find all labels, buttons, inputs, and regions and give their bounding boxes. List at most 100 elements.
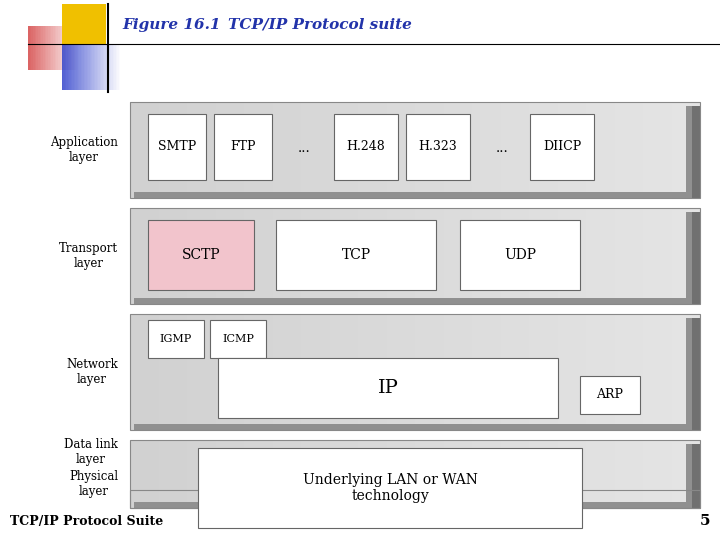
Text: FTP: FTP [230, 140, 256, 153]
Bar [244, 314, 272, 430]
Bar [158, 440, 187, 508]
Bar [72, 44, 73, 90]
Bar [71, 44, 72, 90]
Bar [614, 440, 643, 508]
Bar [35, 26, 36, 70]
Bar [89, 44, 91, 90]
Bar [334, 114, 398, 180]
Text: ...: ... [297, 141, 310, 154]
Bar [113, 44, 114, 90]
Bar [387, 314, 415, 430]
Bar [301, 314, 330, 430]
Bar [130, 490, 158, 508]
Text: ARP: ARP [596, 388, 624, 402]
Bar [107, 44, 109, 90]
Bar [32, 26, 33, 70]
Bar [672, 314, 700, 430]
Bar [387, 102, 415, 198]
Bar [28, 26, 30, 70]
Bar [692, 444, 700, 508]
Bar [68, 44, 69, 90]
Bar [614, 314, 643, 430]
Bar [643, 314, 672, 430]
Bar [78, 44, 79, 90]
Text: Transport
layer: Transport layer [59, 242, 118, 270]
Bar [215, 490, 244, 508]
Bar [272, 490, 301, 508]
Bar [75, 26, 76, 70]
Text: ICMP: ICMP [222, 334, 254, 344]
Bar [614, 102, 643, 198]
Bar [134, 424, 690, 430]
Bar [134, 502, 690, 508]
Bar [94, 44, 95, 90]
Bar [358, 208, 387, 304]
Bar [86, 44, 88, 90]
Bar [529, 102, 557, 198]
Text: H.248: H.248 [346, 140, 385, 153]
Bar [187, 314, 215, 430]
Bar [56, 26, 58, 70]
Bar [686, 444, 700, 508]
Bar [130, 490, 700, 508]
Bar [148, 114, 206, 180]
Bar [55, 26, 56, 70]
Bar [75, 44, 76, 90]
Text: ...: ... [495, 141, 508, 154]
Bar [66, 26, 68, 70]
Bar [529, 208, 557, 304]
Bar [130, 208, 700, 304]
Bar [586, 490, 614, 508]
Bar [62, 44, 63, 90]
Bar [686, 494, 700, 508]
Text: Data link
layer: Data link layer [64, 438, 118, 466]
Text: TCP: TCP [341, 248, 371, 262]
Bar [672, 208, 700, 304]
Bar [65, 26, 66, 70]
Bar [50, 26, 51, 70]
Bar [43, 26, 45, 70]
Bar [130, 440, 158, 508]
Bar [68, 26, 70, 70]
Bar [500, 490, 529, 508]
Bar [48, 26, 50, 70]
Bar [210, 320, 266, 358]
Bar [387, 208, 415, 304]
Bar [472, 440, 500, 508]
Bar [276, 220, 436, 290]
Bar [73, 44, 75, 90]
Bar [63, 26, 65, 70]
Bar [415, 208, 444, 304]
Bar [69, 44, 71, 90]
Text: Physical
layer: Physical layer [69, 470, 118, 498]
Bar [643, 208, 672, 304]
Bar [66, 44, 68, 90]
Bar [92, 44, 94, 90]
Bar [330, 102, 358, 198]
Bar [60, 26, 61, 70]
Bar [500, 208, 529, 304]
Bar [672, 440, 700, 508]
Bar [330, 208, 358, 304]
Text: IGMP: IGMP [160, 334, 192, 344]
Bar [158, 314, 187, 430]
Bar [557, 102, 586, 198]
Bar [686, 318, 700, 430]
Bar [130, 314, 700, 430]
Bar [472, 102, 500, 198]
Bar [215, 102, 244, 198]
Bar [41, 26, 43, 70]
Bar [70, 26, 71, 70]
Bar [215, 208, 244, 304]
Bar [557, 490, 586, 508]
Bar [79, 44, 81, 90]
Bar [158, 102, 187, 198]
Bar [672, 102, 700, 198]
Bar [81, 44, 82, 90]
Bar [65, 44, 66, 90]
Bar [586, 208, 614, 304]
Bar [444, 208, 472, 304]
Bar [301, 102, 330, 198]
Bar [62, 4, 106, 44]
Text: Figure 16.1: Figure 16.1 [122, 18, 220, 32]
